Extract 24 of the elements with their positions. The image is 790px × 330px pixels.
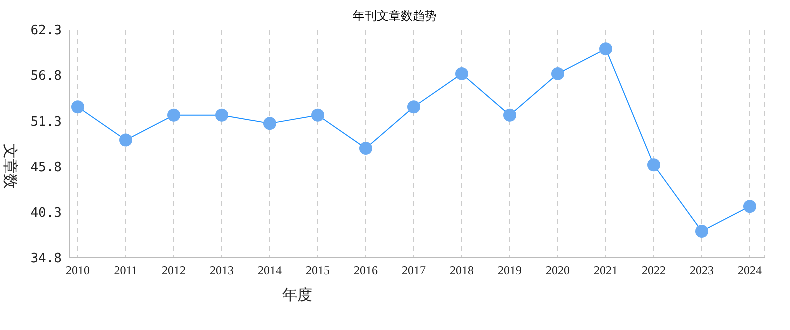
x-tick-label: 2015 (306, 264, 330, 278)
y-tick-label: 45.8 (30, 160, 62, 176)
chart-title: 年刊文章数趋势 (352, 8, 438, 25)
x-axis-title: 年度 (282, 286, 312, 304)
x-tick-label: 2023 (690, 264, 714, 278)
x-tick-label: 2011 (114, 264, 138, 278)
x-tick-label: 2017 (402, 264, 426, 278)
x-tick-label: 2013 (210, 264, 234, 278)
x-tick-label: 2020 (546, 264, 570, 278)
x-tick-label: 2022 (642, 264, 666, 278)
x-tick-label: 2019 (498, 264, 522, 278)
y-axis-title: 文章数 (2, 144, 20, 189)
y-tick-label: 34.8 (30, 252, 62, 267)
x-tick-label: 2021 (594, 264, 618, 278)
x-tick-label: 2010 (66, 264, 90, 278)
x-tick-label: 2014 (258, 264, 282, 278)
y-tick-label: 51.3 (30, 114, 62, 130)
y-tick-label: 40.3 (30, 206, 62, 222)
x-tick-label: 2012 (162, 264, 186, 278)
y-tick-label: 62.3 (30, 24, 62, 39)
x-tick-label: 2024 (738, 264, 762, 278)
x-tick-label: 2016 (354, 264, 378, 278)
x-tick-label: 2018 (450, 264, 474, 278)
y-tick-label: 56.8 (30, 69, 62, 84)
